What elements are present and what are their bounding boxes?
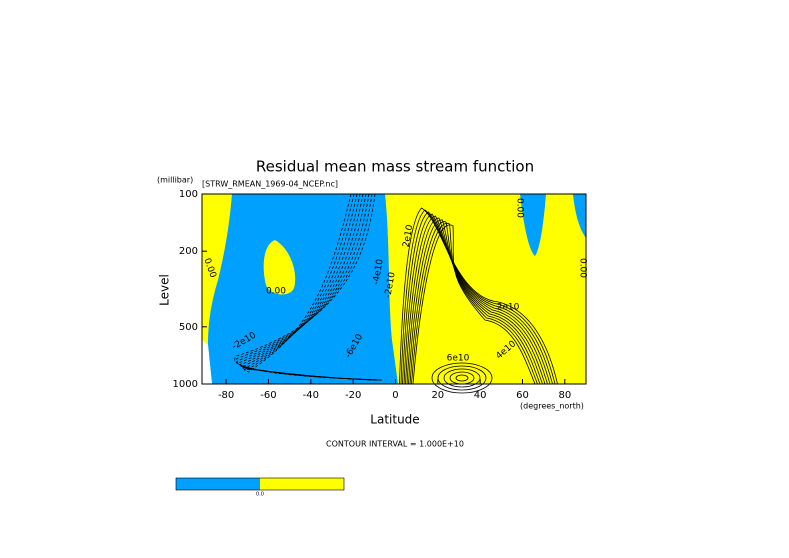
chart-title: Residual mean mass stream function (256, 158, 534, 176)
colorbar-frame (175, 477, 345, 491)
contour-line (408, 219, 543, 385)
negative-region (520, 194, 546, 256)
negative-region (208, 194, 398, 384)
contour-line (455, 374, 469, 382)
missing-region (202, 340, 212, 384)
colorbar-label: 0.0 (256, 492, 264, 498)
contour-label: 2e10 (497, 303, 520, 313)
positive-island (263, 240, 296, 295)
y-tick-label: 500 (179, 322, 198, 333)
colorbar-positive (260, 478, 344, 490)
contour-line (431, 362, 493, 394)
y-tick-label: 1000 (173, 379, 198, 390)
x-unit: (degrees_north) (520, 402, 584, 411)
contour-line (403, 213, 551, 385)
x-tick-label: 0 (392, 390, 398, 401)
contour-line (409, 221, 541, 385)
footnote: CONTOUR INTERVAL = 1.000E+10 (326, 440, 464, 449)
subtitle: [STRW_RMEAN_1969-04_NCEP.nc] (202, 180, 338, 189)
contour-line (235, 193, 383, 381)
plot-frame (201, 193, 587, 385)
y-tick-label: 200 (179, 246, 198, 257)
contour-label: 0.00 (578, 258, 588, 278)
contour-line (242, 193, 374, 381)
contour-label: -2e10 (383, 271, 397, 299)
contour-line (243, 193, 372, 381)
contour-label: -4e10 (371, 258, 385, 286)
contour-line (412, 224, 536, 385)
x-tick-label: -40 (303, 390, 319, 401)
contour-line (240, 193, 377, 381)
y-axis-label: Level (158, 274, 172, 306)
y-unit: (millibar) (157, 176, 193, 185)
colorbar-negative (176, 478, 260, 490)
x-axis-label: Latitude (370, 413, 419, 427)
contour-line (237, 193, 380, 381)
y-tick-label: 100 (179, 189, 198, 200)
x-tick-label: 40 (474, 390, 487, 401)
x-tick-label: 60 (516, 390, 529, 401)
contour-line (406, 217, 546, 385)
x-tick-label: -20 (345, 390, 361, 401)
contour-label: 6e10 (447, 354, 470, 364)
contour-line (411, 223, 538, 385)
contour-line (405, 215, 548, 385)
contour-line (234, 193, 384, 381)
contour-line (437, 365, 487, 391)
contour-line (443, 368, 481, 388)
x-tick-label: -80 (218, 390, 234, 401)
contour-label: 2e10 (402, 224, 416, 248)
x-tick-label: 80 (558, 390, 571, 401)
negative-region (573, 194, 586, 238)
contour-label: 0.00 (266, 287, 286, 297)
x-tick-label: -60 (260, 390, 276, 401)
contour-label: 0.00 (515, 198, 525, 218)
x-tick-label: 20 (431, 390, 444, 401)
contours (234, 193, 558, 394)
